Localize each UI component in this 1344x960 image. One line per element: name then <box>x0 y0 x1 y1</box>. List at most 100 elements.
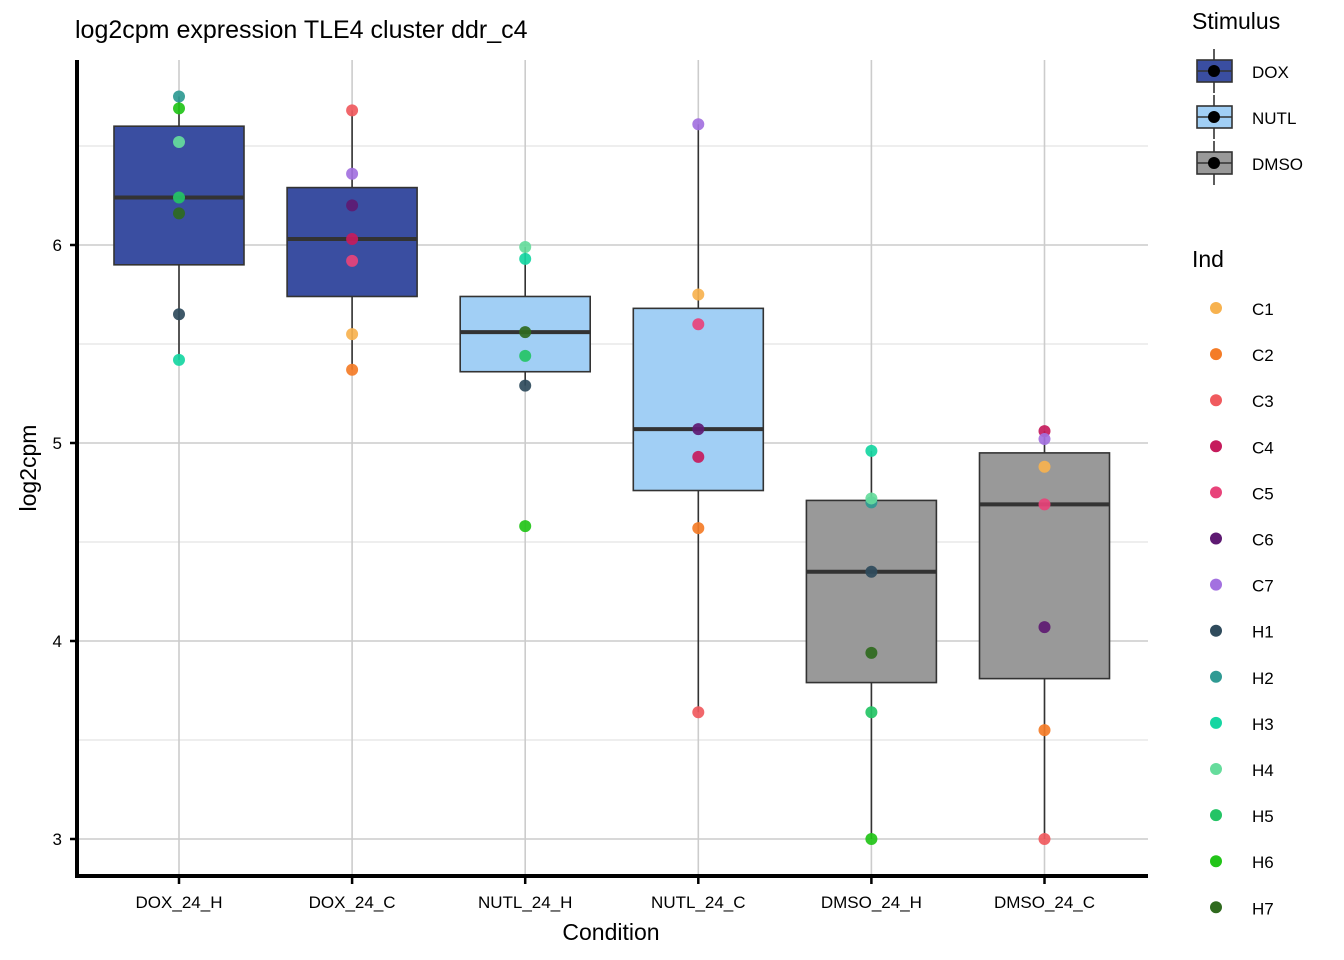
legend-ind-item: H5 <box>1210 807 1274 826</box>
data-point-C4 <box>692 450 705 463</box>
y-axis-title: log2cpm <box>15 425 41 512</box>
chart-title: log2cpm expression TLE4 cluster ddr_c4 <box>75 16 528 44</box>
legend-stimulus-item: DMSO <box>1196 141 1303 185</box>
legend-ind-item: C6 <box>1210 531 1274 550</box>
data-point-H1 <box>173 308 185 321</box>
legend-ind-label: C5 <box>1252 484 1274 503</box>
legend-ind-item: H2 <box>1210 669 1274 688</box>
data-point-C2 <box>692 522 705 535</box>
data-point-C6 <box>692 423 705 436</box>
data-point-H7 <box>865 646 878 659</box>
legend-ind-label: H1 <box>1252 623 1274 642</box>
x-tick-label: DOX_24_C <box>309 893 396 912</box>
legend-ind: Ind C1 C2 C3 C4 C5 C6 C7 H1 H2 H3 H4 H5 H6 H7 <box>1192 246 1274 918</box>
legend-ind-item: H3 <box>1210 715 1274 734</box>
y-tick-label: 5 <box>53 434 62 453</box>
data-point-H4 <box>173 136 185 149</box>
legend-ind-swatch <box>1210 855 1222 868</box>
legend-ind-item: C4 <box>1210 438 1274 457</box>
data-point-H3 <box>865 444 878 457</box>
x-tick-label: DMSO_24_C <box>994 893 1095 912</box>
legend-stimulus-title: Stimulus <box>1192 8 1280 34</box>
data-point-H4 <box>519 240 532 253</box>
data-point-C7 <box>692 118 705 131</box>
data-point-H5 <box>519 349 532 362</box>
legend-ind-swatch <box>1210 440 1222 453</box>
legend-ind-label: H7 <box>1252 899 1274 918</box>
legend-stimulus-item: NUTL <box>1196 95 1296 139</box>
data-point-C7 <box>346 167 359 180</box>
legend-ind-item: C2 <box>1210 346 1274 365</box>
data-point-C5 <box>692 318 705 331</box>
data-point-C3 <box>346 104 359 117</box>
data-point-H6 <box>865 833 878 845</box>
legend-ind-label: C6 <box>1252 531 1274 550</box>
x-ticks: DOX_24_H DOX_24_C NUTL_24_H NUTL_24_C DMSO_2… <box>136 876 1095 912</box>
data-point-H5 <box>865 706 878 719</box>
legend-ind-swatch <box>1210 624 1222 637</box>
legend-ind-label: H3 <box>1252 715 1274 734</box>
data-point-H3 <box>519 252 532 265</box>
y-ticks: 3 4 5 6 <box>53 236 77 849</box>
legend-ind-item: H1 <box>1210 623 1274 642</box>
y-tick-label: 6 <box>53 236 62 255</box>
boxes-layer <box>113 96 1111 839</box>
box-iqr <box>978 452 1111 680</box>
legend-ind-swatch <box>1210 763 1222 775</box>
legend-ind-swatch <box>1210 901 1222 914</box>
legend-point <box>1208 65 1220 77</box>
data-point-H4 <box>865 492 878 505</box>
data-point-C5 <box>1038 498 1051 511</box>
legend-ind-label: H5 <box>1252 807 1274 826</box>
data-point-H3 <box>173 353 185 366</box>
data-point-C5 <box>346 254 359 267</box>
data-point-H6 <box>173 102 185 115</box>
data-point-C6 <box>1038 621 1051 634</box>
legend-ind-swatch <box>1210 578 1222 591</box>
box-DOX_24_H <box>113 96 245 360</box>
legend-point <box>1208 157 1220 169</box>
data-point-C3 <box>1038 833 1051 845</box>
legend-ind-label: C3 <box>1252 392 1274 411</box>
y-tick-label: 4 <box>53 632 62 651</box>
legend-stimulus: Stimulus DOX NUTL DMSO <box>1192 8 1303 185</box>
box-NUTL_24_H <box>459 246 592 386</box>
points-layer <box>173 90 1051 845</box>
data-point-C1 <box>1038 460 1051 473</box>
data-point-C1 <box>346 328 359 341</box>
legend-ind-label: C2 <box>1252 346 1274 365</box>
legend-ind-swatch <box>1210 716 1222 729</box>
legend-ind-item: H6 <box>1210 853 1274 872</box>
data-point-H2 <box>173 90 185 103</box>
legend-ind-swatch <box>1210 809 1222 822</box>
data-point-C2 <box>1038 724 1051 737</box>
legend-ind-item: C3 <box>1210 392 1274 411</box>
legend-ind-label: C7 <box>1252 577 1274 596</box>
x-tick-label: DOX_24_H <box>136 893 223 912</box>
data-point-C7 <box>1038 433 1051 446</box>
legend-stimulus-item: DOX <box>1196 49 1289 93</box>
legend-ind-swatch <box>1210 348 1222 361</box>
x-tick-label: DMSO_24_H <box>821 893 922 912</box>
axes <box>75 60 1148 878</box>
data-point-C4 <box>346 233 359 246</box>
data-point-C6 <box>346 199 359 212</box>
legend-ind-item: C1 <box>1210 300 1274 319</box>
legend-ind-label: H6 <box>1252 853 1274 872</box>
legend-ind-swatch <box>1210 394 1222 407</box>
legend-stimulus-label: NUTL <box>1252 109 1296 128</box>
box-NUTL_24_C <box>632 124 765 713</box>
legend-ind-item: C5 <box>1210 484 1274 503</box>
legend-ind-title: Ind <box>1192 246 1224 272</box>
legend-ind-label: C4 <box>1252 438 1274 457</box>
data-point-H7 <box>173 207 185 220</box>
x-axis-title: Condition <box>562 919 659 945</box>
data-point-H6 <box>519 520 532 533</box>
data-point-H1 <box>519 379 532 392</box>
legend-stimulus-label: DMSO <box>1252 155 1303 174</box>
box-DMSO_24_C <box>978 431 1111 839</box>
data-point-C1 <box>692 288 705 301</box>
box-DMSO_24_H <box>805 450 938 839</box>
legend-ind-swatch <box>1210 302 1222 314</box>
data-point-H5 <box>173 191 185 204</box>
